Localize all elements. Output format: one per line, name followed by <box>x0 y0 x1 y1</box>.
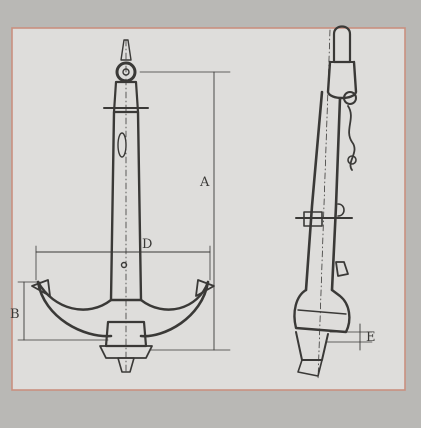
side-chain-end <box>347 155 357 165</box>
side-mid-block <box>303 211 323 227</box>
drawing-frame <box>11 27 406 391</box>
front-arms <box>36 280 210 311</box>
side-lower-hook <box>335 261 349 277</box>
side-shank-centerline <box>317 29 331 381</box>
side-tail <box>295 331 329 361</box>
dim-d-label: D <box>142 237 152 252</box>
front-left-fluke <box>31 279 51 297</box>
side-mid-hook <box>337 203 345 217</box>
front-shank-hole <box>120 261 128 269</box>
dim-a-label: A <box>199 175 210 190</box>
side-shank <box>304 90 342 292</box>
front-arms-outer <box>36 280 210 338</box>
front-crown-base <box>99 345 153 359</box>
side-tail-end <box>297 359 323 377</box>
anchor-side-view <box>293 25 373 381</box>
anchor-front-view <box>17 39 231 373</box>
front-right-fluke <box>195 279 215 297</box>
side-chain <box>347 105 356 171</box>
side-link-hole <box>343 91 357 105</box>
dim-b-label: B <box>10 307 20 322</box>
front-shank-slot-upper <box>117 132 127 158</box>
front-shackle <box>120 39 132 61</box>
side-crown-line <box>297 309 347 315</box>
side-shackle <box>332 25 352 64</box>
front-tail <box>117 357 135 373</box>
dim-e-label: E <box>366 330 376 345</box>
